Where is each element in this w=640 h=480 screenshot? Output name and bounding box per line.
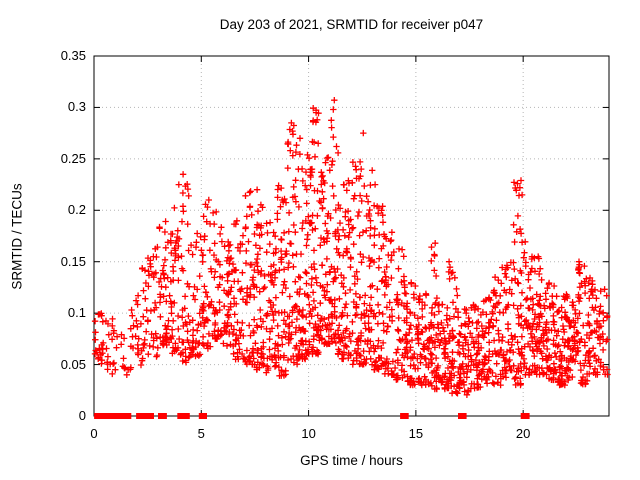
x-tick-label: 20 (515, 426, 531, 441)
x-tick-label: 0 (90, 426, 98, 441)
y-tick-label: 0.35 (60, 48, 86, 63)
zero-value-run (136, 413, 149, 419)
y-tick-label: 0.15 (60, 253, 86, 269)
y-tick-label: 0 (78, 408, 86, 423)
scatter-points (91, 97, 611, 398)
zero-value-run (111, 413, 122, 419)
zero-value-run (198, 413, 207, 419)
zero-value-run (177, 413, 190, 419)
x-tick-label: 15 (408, 426, 424, 441)
x-tick-label: 10 (301, 426, 316, 441)
zero-value-run (94, 413, 112, 419)
chart-title: Day 203 of 2021, SRMTID for receiver p04… (219, 17, 484, 32)
y-tick-label: 0.05 (60, 356, 86, 372)
zero-value-run (123, 413, 132, 419)
zero-value-run (520, 413, 530, 419)
zero-value-run (458, 413, 467, 419)
zero-value-run (400, 413, 409, 419)
x-axis-label: GPS time / hours (300, 453, 403, 468)
y-tick-label: 0.2 (67, 202, 86, 218)
zero-value-run (118, 413, 125, 419)
y-tick-label: 0.25 (60, 150, 86, 166)
y-axis-label: SRMTID / TECUs (9, 183, 25, 290)
y-tick-label: 0.3 (67, 99, 86, 115)
zero-value-run (158, 413, 167, 419)
x-tick-label: 5 (197, 426, 205, 441)
zero-value-run (145, 413, 154, 419)
y-tick-label: 0.1 (67, 305, 86, 321)
